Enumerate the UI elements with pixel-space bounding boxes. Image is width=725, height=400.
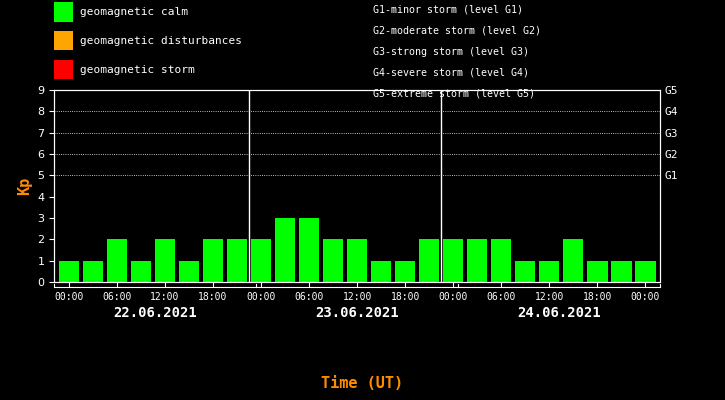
Text: G4-severe storm (level G4): G4-severe storm (level G4) xyxy=(373,68,529,78)
Text: G5-extreme storm (level G5): G5-extreme storm (level G5) xyxy=(373,88,535,98)
Text: 22.06.2021: 22.06.2021 xyxy=(113,306,197,320)
Bar xyxy=(539,261,560,282)
Bar xyxy=(443,239,463,282)
Text: geomagnetic disturbances: geomagnetic disturbances xyxy=(80,36,241,46)
Bar xyxy=(299,218,319,282)
Bar xyxy=(395,261,415,282)
Bar xyxy=(178,261,199,282)
Text: G3-strong storm (level G3): G3-strong storm (level G3) xyxy=(373,47,529,57)
Bar xyxy=(635,261,655,282)
Text: Time (UT): Time (UT) xyxy=(321,376,404,392)
Bar xyxy=(371,261,392,282)
Bar xyxy=(515,261,536,282)
Bar xyxy=(275,218,295,282)
Bar xyxy=(59,261,79,282)
Text: G1-minor storm (level G1): G1-minor storm (level G1) xyxy=(373,5,523,15)
Bar xyxy=(563,239,584,282)
Text: G2-moderate storm (level G2): G2-moderate storm (level G2) xyxy=(373,26,542,36)
Text: geomagnetic calm: geomagnetic calm xyxy=(80,7,188,17)
Bar xyxy=(491,239,511,282)
Bar xyxy=(467,239,487,282)
Bar xyxy=(107,239,127,282)
Bar xyxy=(251,239,271,282)
Bar xyxy=(154,239,175,282)
Y-axis label: Kp: Kp xyxy=(17,177,32,195)
Text: geomagnetic storm: geomagnetic storm xyxy=(80,65,194,74)
Bar xyxy=(323,239,343,282)
Bar xyxy=(347,239,368,282)
Bar xyxy=(419,239,439,282)
Bar xyxy=(611,261,631,282)
Text: 24.06.2021: 24.06.2021 xyxy=(517,306,601,320)
Bar xyxy=(83,261,103,282)
Bar xyxy=(227,239,247,282)
Text: 23.06.2021: 23.06.2021 xyxy=(315,306,399,320)
Bar xyxy=(130,261,151,282)
Bar xyxy=(203,239,223,282)
Bar xyxy=(587,261,608,282)
